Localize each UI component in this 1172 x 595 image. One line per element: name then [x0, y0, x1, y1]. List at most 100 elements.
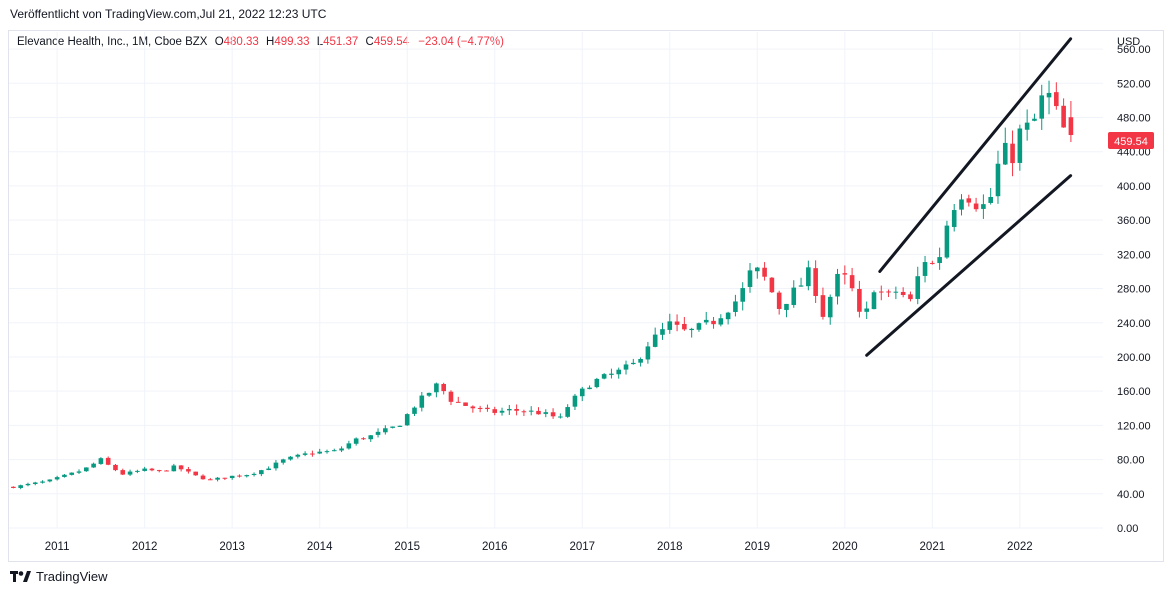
candle-body	[1024, 122, 1030, 130]
candle-body	[864, 308, 869, 312]
time-tick-label: 2020	[832, 541, 858, 553]
candle-body	[820, 295, 826, 317]
candle	[84, 467, 89, 472]
time-tick-label: 2015	[394, 541, 420, 553]
candle-body	[572, 395, 578, 407]
candle	[1010, 130, 1015, 177]
price-axis: 0.00 40.00 80.00 120.00 160.00 200.00 240.00 28…	[1117, 44, 1151, 535]
candle	[397, 425, 403, 427]
candle	[25, 482, 31, 487]
candle-body	[1039, 95, 1045, 119]
candle-body	[69, 472, 75, 475]
price-tick-label: 520.00	[1117, 78, 1151, 90]
candle	[638, 357, 643, 367]
candle-body	[419, 395, 425, 408]
candle-body	[930, 262, 935, 264]
candle-body	[937, 257, 942, 264]
candle-body	[259, 470, 264, 475]
candle-body	[178, 465, 184, 470]
candle	[973, 197, 979, 212]
candle-body	[317, 451, 322, 454]
candle	[317, 448, 322, 455]
candle	[98, 457, 104, 465]
candle	[142, 466, 147, 472]
close-value: 459.54	[373, 36, 410, 48]
price-tick-label: 320.00	[1117, 249, 1151, 261]
candle	[105, 456, 111, 466]
candle-body	[835, 273, 840, 297]
candle	[842, 265, 848, 285]
candle-body	[463, 402, 468, 406]
candle	[40, 480, 45, 484]
candle	[353, 437, 359, 446]
candle	[251, 472, 257, 477]
candle	[944, 220, 950, 259]
candle-body	[149, 468, 155, 471]
candle-body	[62, 474, 67, 477]
candle	[127, 469, 133, 476]
candle-body	[667, 321, 673, 330]
candle	[237, 474, 242, 478]
candle-body	[725, 312, 731, 320]
candle	[798, 277, 804, 287]
time-axis: 2011 2012 2013 2014 2015 2016 2017 2018 2019 2020…	[45, 541, 1033, 553]
candle-body	[375, 431, 381, 435]
candle	[434, 382, 439, 398]
candle-body	[273, 462, 279, 469]
low-value: 451.37	[323, 36, 359, 48]
price-tick-label: 80.00	[1117, 455, 1145, 467]
candle	[594, 377, 600, 389]
candle-body	[784, 303, 789, 310]
tradingview-logo[interactable]: TradingView	[10, 569, 108, 584]
candle	[463, 402, 468, 406]
candle-body	[324, 451, 330, 453]
price-tick-label: 400.00	[1117, 181, 1151, 193]
candle	[222, 477, 228, 481]
symbol-label[interactable]: Elevance Health, Inc., 1M, Cboe BZX	[17, 36, 208, 48]
candle	[878, 285, 884, 301]
candle	[893, 286, 899, 300]
candle	[178, 465, 184, 472]
time-tick-label: 2021	[920, 541, 946, 553]
candle	[543, 409, 549, 418]
candle-body	[521, 411, 527, 413]
candle-body	[266, 468, 271, 471]
candle-body	[995, 163, 1001, 197]
candle	[579, 386, 585, 402]
grid-lines	[9, 32, 1103, 529]
candle	[784, 303, 789, 318]
candle-body	[536, 410, 541, 415]
candle-body	[915, 276, 921, 299]
candle-body	[507, 408, 512, 411]
candle	[156, 469, 162, 473]
price-tick-label: 160.00	[1117, 386, 1151, 398]
candle-body	[645, 346, 651, 360]
candle	[455, 396, 461, 403]
candle	[47, 479, 53, 483]
candle	[740, 282, 746, 311]
price-tick-label: 240.00	[1117, 318, 1151, 330]
candle	[915, 266, 921, 305]
candle-body	[237, 475, 242, 477]
trendline	[865, 174, 1073, 357]
candle	[609, 368, 614, 379]
candle-body	[718, 318, 724, 325]
price-tick-label: 360.00	[1117, 215, 1151, 227]
candle-body	[135, 470, 140, 472]
candle-body	[871, 292, 877, 310]
candle	[660, 322, 665, 340]
candle	[849, 267, 855, 292]
candle-body	[740, 288, 746, 302]
time-tick-label: 2018	[657, 541, 683, 553]
candle	[1061, 98, 1066, 128]
candle	[857, 280, 862, 318]
candle	[1046, 80, 1052, 115]
candle	[207, 477, 213, 481]
candle	[754, 266, 760, 279]
candle	[587, 385, 592, 390]
candle-body	[455, 401, 461, 403]
candle	[813, 260, 818, 303]
candle-body	[477, 407, 483, 409]
candle-body	[842, 273, 848, 275]
